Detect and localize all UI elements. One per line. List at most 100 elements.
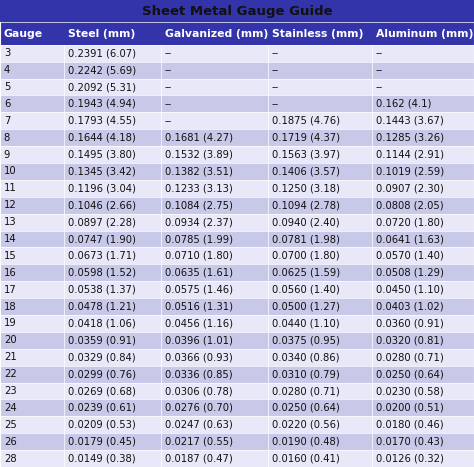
Text: 0.0808 (2.05): 0.0808 (2.05) [376,200,444,210]
Text: 0.0625 (1.59): 0.0625 (1.59) [272,268,340,278]
Text: 16: 16 [4,268,17,278]
Text: --: -- [165,48,172,58]
Text: 0.0456 (1.16): 0.0456 (1.16) [165,318,233,328]
Text: 0.0785 (1.99): 0.0785 (1.99) [165,234,233,244]
Text: 0.1233 (3.13): 0.1233 (3.13) [165,184,233,193]
Text: 0.1019 (2.59): 0.1019 (2.59) [376,166,444,177]
Text: 0.1196 (3.04): 0.1196 (3.04) [68,184,136,193]
Bar [0,417,474,433]
Text: 0.0179 (0.45): 0.0179 (0.45) [68,437,136,446]
Bar [0,298,474,315]
Text: 7: 7 [4,116,10,126]
Text: 0.0170 (0.43): 0.0170 (0.43) [376,437,444,446]
Text: 26: 26 [4,437,17,446]
Text: --: -- [272,99,279,109]
Text: 0.1144 (2.91): 0.1144 (2.91) [376,149,444,160]
Text: 0.0641 (1.63): 0.0641 (1.63) [376,234,444,244]
Text: 19: 19 [4,318,17,328]
Text: 0.1250 (3.18): 0.1250 (3.18) [272,184,339,193]
Bar [0,382,474,399]
Text: 0.0250 (0.64): 0.0250 (0.64) [272,403,339,413]
Bar [0,264,474,281]
Text: 0.0375 (0.95): 0.0375 (0.95) [272,335,339,346]
Bar [0,433,474,450]
Text: 0.0230 (0.58): 0.0230 (0.58) [376,386,444,396]
Text: 0.0336 (0.85): 0.0336 (0.85) [165,369,233,379]
Text: 0.0310 (0.79): 0.0310 (0.79) [272,369,339,379]
Text: --: -- [165,116,172,126]
Text: 0.0360 (0.91): 0.0360 (0.91) [376,318,444,328]
Bar [0,163,474,180]
Text: 0.0180 (0.46): 0.0180 (0.46) [376,420,444,430]
Text: 0.1285 (3.26): 0.1285 (3.26) [376,133,444,143]
Text: 0.0720 (1.80): 0.0720 (1.80) [376,217,444,227]
Text: 0.0276 (0.70): 0.0276 (0.70) [165,403,233,413]
Text: 0.0200 (0.51): 0.0200 (0.51) [376,403,444,413]
Text: Galvanized (mm): Galvanized (mm) [165,28,268,39]
Text: 0.1084 (2.75): 0.1084 (2.75) [165,200,233,210]
Text: 0.1719 (4.37): 0.1719 (4.37) [272,133,339,143]
Text: 0.0907 (2.30): 0.0907 (2.30) [376,184,444,193]
Bar [0,248,474,264]
Text: 0.1382 (3.51): 0.1382 (3.51) [165,166,233,177]
Text: 0.1443 (3.67): 0.1443 (3.67) [376,116,444,126]
Text: --: -- [376,48,383,58]
Text: 28: 28 [4,453,17,464]
Bar [0,450,474,467]
Text: 0.0710 (1.80): 0.0710 (1.80) [165,251,233,261]
Text: 0.2242 (5.69): 0.2242 (5.69) [68,65,136,75]
Text: 23: 23 [4,386,17,396]
Text: 8: 8 [4,133,10,143]
Text: Sheet Metal Gauge Guide: Sheet Metal Gauge Guide [142,5,332,18]
Text: 0.1345 (3.42): 0.1345 (3.42) [68,166,136,177]
Text: 0.0340 (0.86): 0.0340 (0.86) [272,352,339,362]
Text: Steel (mm): Steel (mm) [68,28,135,39]
Text: 0.0575 (1.46): 0.0575 (1.46) [165,285,233,295]
Text: 0.0450 (1.10): 0.0450 (1.10) [376,285,444,295]
Bar [0,146,474,163]
Bar [0,95,474,113]
Text: 0.1943 (4.94): 0.1943 (4.94) [68,99,136,109]
Bar [0,349,474,366]
Text: 0.0516 (1.31): 0.0516 (1.31) [165,302,233,311]
Text: 0.1406 (3.57): 0.1406 (3.57) [272,166,339,177]
Text: 0.2391 (6.07): 0.2391 (6.07) [68,48,136,58]
Bar [0,366,474,382]
Text: 0.0280 (0.71): 0.0280 (0.71) [272,386,339,396]
Text: 0.0560 (1.40): 0.0560 (1.40) [272,285,339,295]
Text: 20: 20 [4,335,17,346]
Text: 0.0478 (1.21): 0.0478 (1.21) [68,302,136,311]
Text: 0.1046 (2.66): 0.1046 (2.66) [68,200,136,210]
Bar [0,197,474,214]
Bar [0,62,474,78]
Text: 0.0538 (1.37): 0.0538 (1.37) [68,285,136,295]
Bar [0,281,474,298]
Text: 0.0217 (0.55): 0.0217 (0.55) [165,437,233,446]
Bar [0,332,474,349]
Text: 0.0239 (0.61): 0.0239 (0.61) [68,403,136,413]
Text: 0.1094 (2.78): 0.1094 (2.78) [272,200,339,210]
Text: 0.0126 (0.32): 0.0126 (0.32) [376,453,444,464]
Bar [0,214,474,231]
Text: 0.0187 (0.47): 0.0187 (0.47) [165,453,233,464]
Text: 0.0940 (2.40): 0.0940 (2.40) [272,217,339,227]
Text: 0.0673 (1.71): 0.0673 (1.71) [68,251,136,261]
Text: 0.0440 (1.10): 0.0440 (1.10) [272,318,339,328]
Text: 0.0366 (0.93): 0.0366 (0.93) [165,352,233,362]
Bar [0,113,474,129]
Text: 0.0700 (1.80): 0.0700 (1.80) [272,251,339,261]
Text: 0.0190 (0.48): 0.0190 (0.48) [272,437,339,446]
Text: 3: 3 [4,48,10,58]
Text: 5: 5 [4,82,10,92]
Text: 0.2092 (5.31): 0.2092 (5.31) [68,82,136,92]
Text: 0.0299 (0.76): 0.0299 (0.76) [68,369,136,379]
Text: 0.0508 (1.29): 0.0508 (1.29) [376,268,444,278]
Text: --: -- [272,82,279,92]
Text: --: -- [272,65,279,75]
Text: 0.0570 (1.40): 0.0570 (1.40) [376,251,444,261]
Text: 0.0149 (0.38): 0.0149 (0.38) [68,453,136,464]
Text: 25: 25 [4,420,17,430]
Text: 0.0500 (1.27): 0.0500 (1.27) [272,302,339,311]
Text: 0.0396 (1.01): 0.0396 (1.01) [165,335,233,346]
Text: 0.0781 (1.98): 0.0781 (1.98) [272,234,339,244]
